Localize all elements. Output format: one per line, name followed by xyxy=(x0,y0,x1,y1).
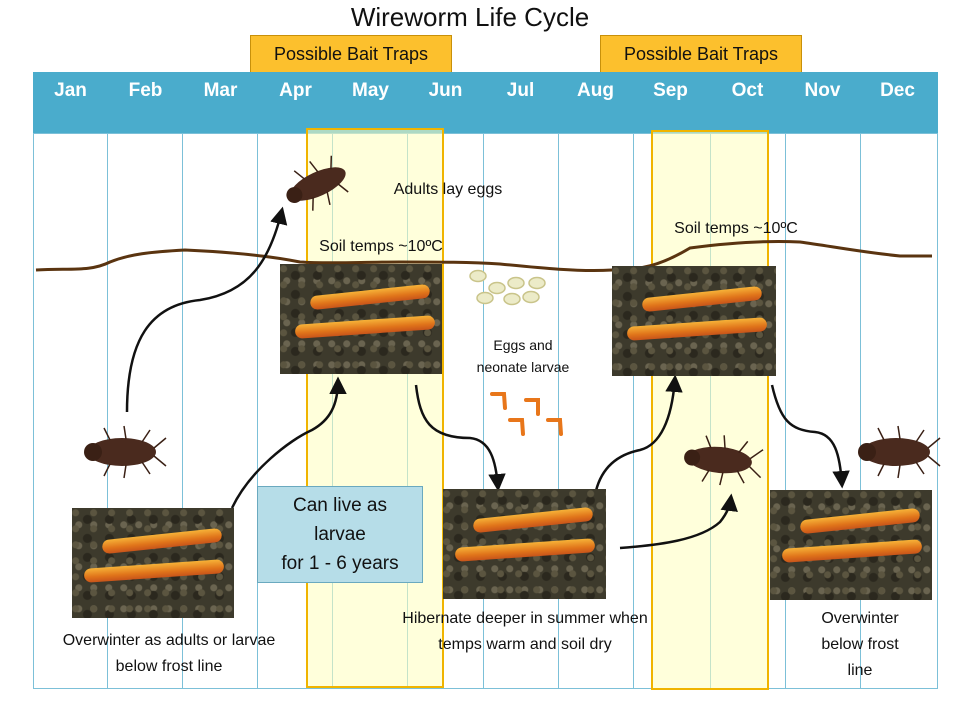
soil-temps-label-fall: Soil temps ~10ºC xyxy=(674,220,798,237)
page-title: Wireworm Life Cycle xyxy=(350,2,590,32)
overwinter-label-line: below frost line xyxy=(115,658,223,675)
month-jun: Jun xyxy=(428,80,463,101)
wireworm-larva xyxy=(101,527,223,555)
grid-line xyxy=(483,133,484,689)
month-sep: Sep xyxy=(653,80,688,101)
wireworm-larva xyxy=(641,285,763,313)
egg-icon xyxy=(469,269,546,306)
arrow-summer-to-fall xyxy=(593,374,683,496)
month-oct: Oct xyxy=(731,80,764,101)
wireworm-photo xyxy=(72,508,234,618)
click-beetle-icon xyxy=(858,425,941,479)
larvae-duration-box: Can live as larvae for 1 - 6 years xyxy=(257,486,423,583)
hibernate-label-line: temps warm and soil dry xyxy=(438,636,612,653)
grid-line xyxy=(860,133,861,689)
larvae-duration-line: larvae xyxy=(314,524,366,545)
grid-line xyxy=(633,133,634,689)
wireworm-larva xyxy=(83,559,225,583)
wireworm-photo xyxy=(770,490,932,600)
eggs-label-line: Eggs and xyxy=(493,337,553,353)
click-beetle-icon xyxy=(286,155,349,211)
grid-line xyxy=(107,133,108,689)
wireworm-photo xyxy=(612,266,776,376)
overwinter-frost-label: Overwinter below frost line xyxy=(800,606,920,684)
grid-line xyxy=(182,133,183,689)
month-jul: Jul xyxy=(506,80,535,101)
month-feb: Feb xyxy=(128,80,163,101)
grid-line xyxy=(257,133,258,689)
wireworm-larva xyxy=(309,283,431,311)
overwinter-frost-label-line: below frost xyxy=(821,636,899,653)
click-beetle-icon xyxy=(84,425,167,479)
soil-surface-line xyxy=(35,239,932,273)
wireworm-photo xyxy=(443,489,606,599)
wireworm-larva xyxy=(294,315,436,339)
hibernate-label-line: Hibernate deeper in summer when xyxy=(402,610,648,627)
month-dec: Dec xyxy=(880,80,915,101)
hibernate-label: Hibernate deeper in summer when temps wa… xyxy=(360,606,690,658)
larvae-duration-line: for 1 - 6 years xyxy=(281,553,399,574)
larvae-duration-line: Can live as xyxy=(293,495,387,516)
bait-traps-label-spring: Possible Bait Traps xyxy=(250,35,452,73)
eggs-label-line: neonate larvae xyxy=(476,359,570,375)
month-mar: Mar xyxy=(203,80,238,101)
month-may: May xyxy=(352,80,389,101)
arrow-fall-to-winter xyxy=(770,384,850,489)
wireworm-photo xyxy=(280,264,442,374)
wireworm-larva xyxy=(799,507,921,535)
overwinter-frost-label-line: Overwinter xyxy=(821,610,899,627)
soil-temps-label-spring: Soil temps ~10ºC xyxy=(319,238,443,255)
arrow-spring-to-summer xyxy=(414,384,506,492)
eggs-label: Eggs and neonate larvae xyxy=(458,334,588,378)
click-beetle-icon xyxy=(684,435,764,486)
timeline-grid xyxy=(33,133,938,689)
overwinter-label: Overwinter as adults or larvae below fro… xyxy=(34,628,304,680)
month-apr: Apr xyxy=(279,80,312,101)
month-header-bar xyxy=(33,72,938,133)
adults-lay-eggs-label: Adults lay eggs xyxy=(393,181,503,198)
grid-line xyxy=(558,133,559,689)
overwinter-frost-label-line: line xyxy=(847,662,873,679)
wireworm-larva xyxy=(472,506,594,534)
neonate-larva-icon xyxy=(490,392,563,436)
arrow-larva-to-spring xyxy=(230,376,347,509)
arrow-summer-to-adult xyxy=(619,493,738,550)
wireworm-larva xyxy=(626,317,768,341)
overwinter-label-line: Overwinter as adults or larvae xyxy=(62,632,276,649)
wireworm-larva xyxy=(454,538,596,562)
month-aug: Aug xyxy=(577,80,614,101)
month-jan: Jan xyxy=(54,80,87,101)
grid-line xyxy=(785,133,786,689)
month-nov: Nov xyxy=(804,80,841,101)
wireworm-larva xyxy=(781,539,923,563)
arrow-overwinter-to-adult xyxy=(125,206,288,413)
